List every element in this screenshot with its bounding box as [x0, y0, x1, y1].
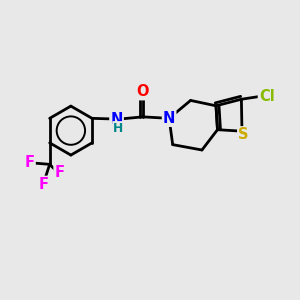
Text: H: H	[113, 122, 123, 135]
Text: N: N	[163, 111, 175, 126]
Text: F: F	[25, 155, 35, 170]
Text: S: S	[238, 127, 249, 142]
Text: Cl: Cl	[259, 89, 274, 104]
Text: F: F	[55, 165, 64, 180]
Text: O: O	[136, 84, 149, 99]
Text: N: N	[110, 112, 123, 127]
Text: F: F	[39, 177, 49, 192]
